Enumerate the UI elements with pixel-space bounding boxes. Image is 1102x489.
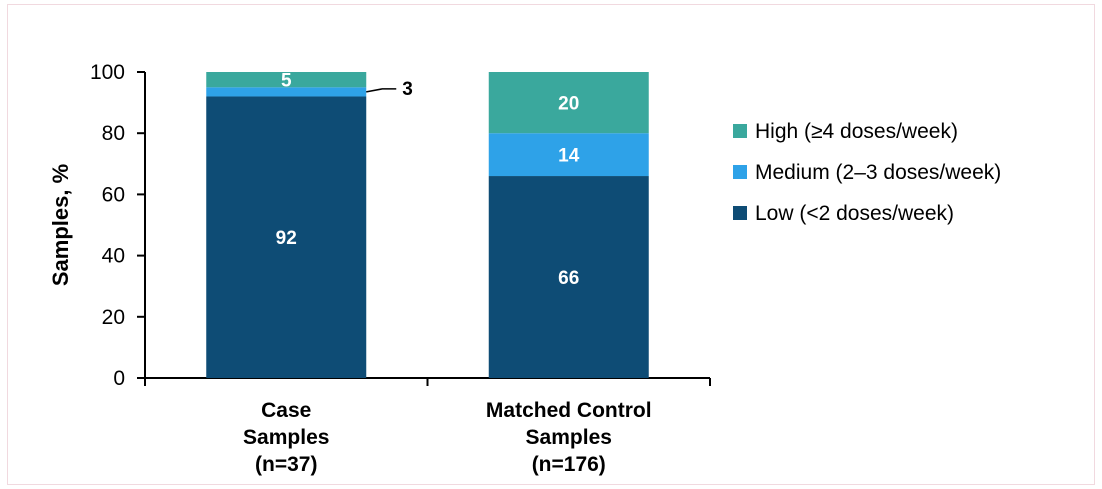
legend-label: High (≥4 doses/week): [755, 120, 958, 143]
legend-swatch: [733, 124, 747, 138]
y-tick-label: 20: [102, 306, 125, 329]
y-axis-title: Samples, %: [48, 164, 73, 286]
y-tick-label: 40: [102, 245, 125, 268]
legend-swatch: [733, 206, 747, 220]
data-label: 3: [402, 79, 413, 100]
bar-segment: [206, 72, 367, 88]
legend-label: Medium (2–3 doses/week): [755, 161, 1001, 184]
data-label: 14: [558, 146, 580, 167]
data-label: 66: [558, 268, 579, 289]
data-label: 5: [281, 71, 292, 92]
bar-segment: [206, 96, 367, 378]
chart-frame: [7, 4, 1095, 485]
y-tick-label: 60: [102, 183, 125, 206]
bar-segment: [206, 87, 367, 97]
legend-swatch: [733, 165, 747, 179]
bar-segment: [488, 133, 649, 177]
x-category-label: Samples: [243, 426, 329, 449]
x-category-label: (n=176): [532, 453, 606, 476]
y-tick-label: 80: [102, 122, 125, 145]
y-tick-label: 0: [113, 367, 125, 390]
data-label: 20: [558, 94, 579, 115]
y-tick-label: 100: [90, 61, 125, 84]
bar-segment: [488, 72, 649, 134]
x-category-label: Samples: [526, 426, 612, 449]
x-category-label: Matched Control: [486, 399, 652, 422]
data-label-leader: [366, 88, 397, 93]
legend-label: Low (<2 doses/week): [755, 202, 954, 225]
data-label: 92: [276, 228, 297, 249]
bar-segment: [488, 176, 649, 378]
x-category-label: Case: [261, 399, 311, 422]
x-category-label: (n=37): [255, 453, 317, 476]
